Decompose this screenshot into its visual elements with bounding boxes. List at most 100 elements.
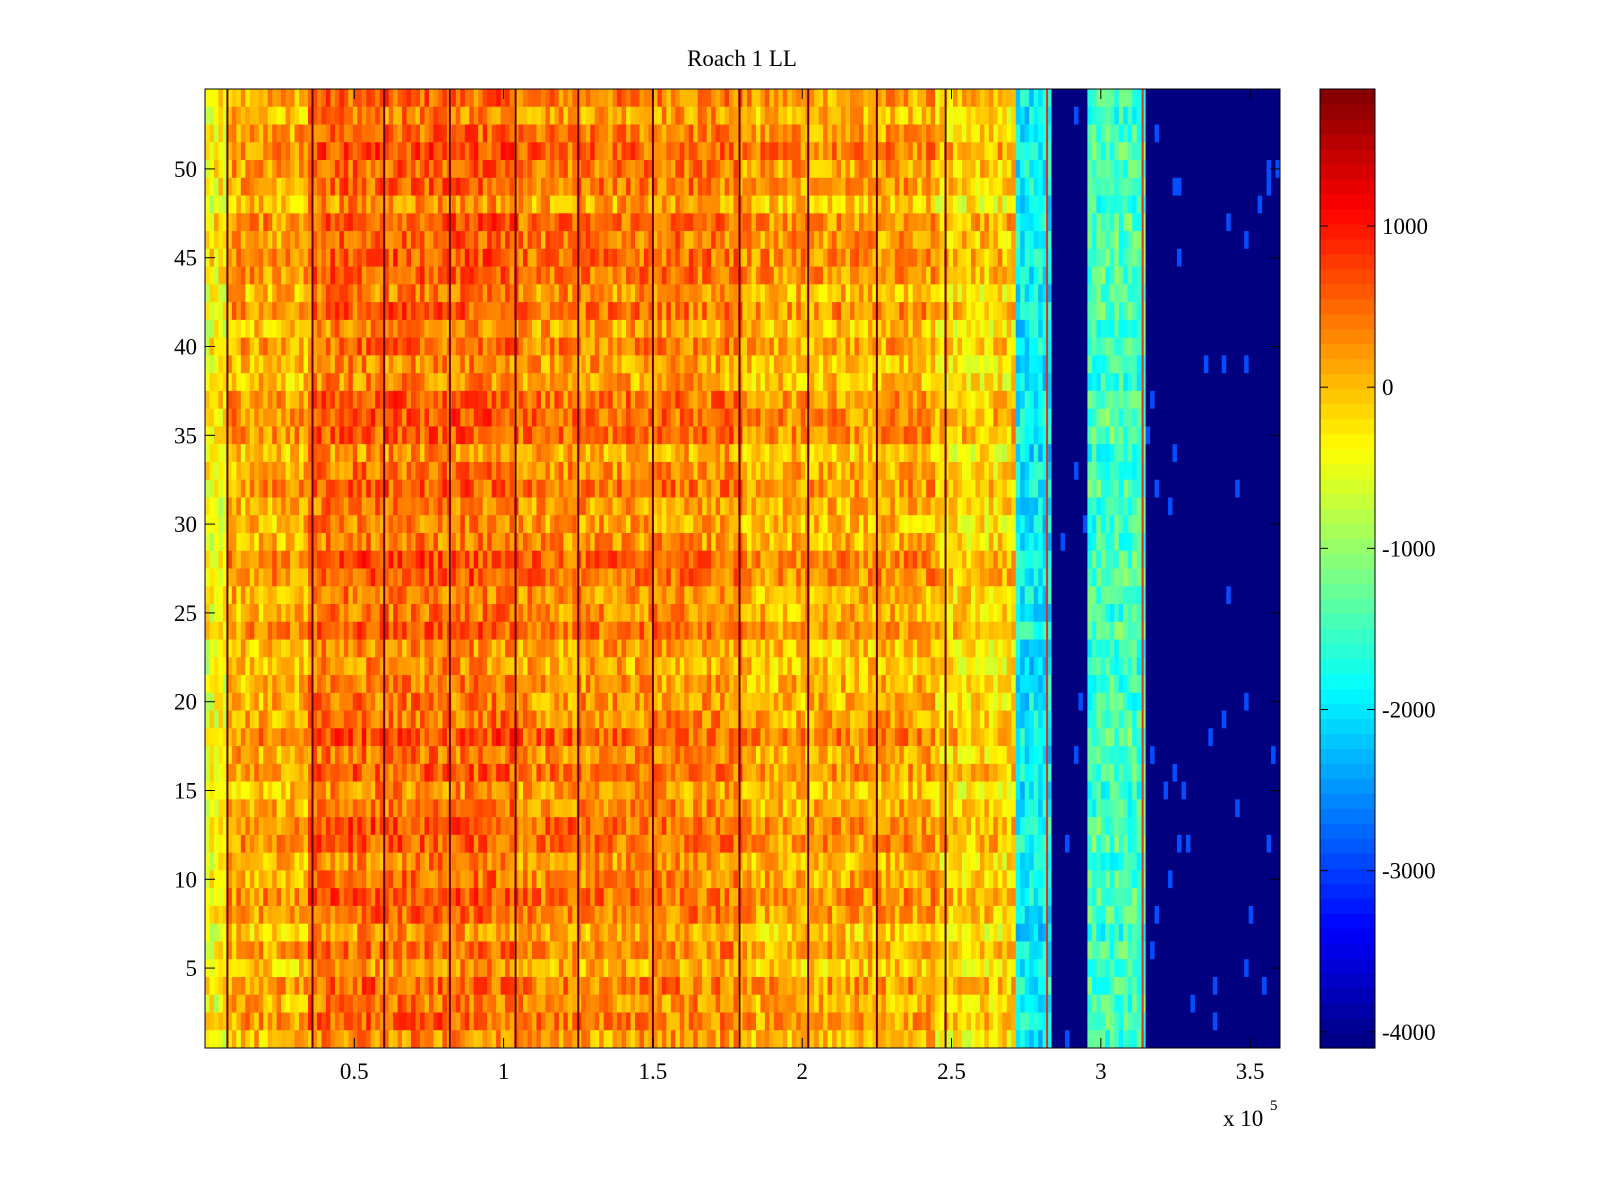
heatmap-cell	[657, 106, 663, 126]
heatmap-cell	[1248, 373, 1254, 392]
heatmap-cell	[863, 390, 869, 410]
heatmap-cell	[751, 444, 757, 463]
heatmap-cell	[867, 231, 873, 250]
heatmap-cell	[899, 426, 905, 445]
heatmap-cell	[1194, 408, 1200, 428]
heatmap-cell	[357, 124, 363, 143]
heatmap-cell	[285, 319, 291, 339]
heatmap-cell	[218, 319, 224, 339]
heatmap-cell	[791, 408, 797, 428]
heatmap-cell	[872, 444, 878, 463]
heatmap-cell	[679, 177, 685, 197]
heatmap-cell	[1163, 106, 1169, 126]
heatmap-cell	[643, 444, 650, 463]
heatmap-cell	[975, 231, 981, 250]
heatmap-cell	[1091, 426, 1097, 445]
heatmap-cell	[970, 89, 977, 108]
heatmap-cell	[1082, 373, 1088, 392]
heatmap-cell	[823, 373, 829, 392]
heatmap-cell	[420, 213, 426, 232]
heatmap-cell	[491, 248, 497, 268]
heatmap-cell	[688, 408, 694, 428]
heatmap-cell	[1257, 248, 1263, 268]
heatmap-cell	[428, 426, 435, 445]
heatmap-cell	[1194, 142, 1200, 161]
heatmap-cell	[379, 426, 385, 445]
heatmap-cell	[424, 266, 430, 285]
heatmap-cell	[249, 142, 255, 161]
heatmap-cell	[1033, 426, 1039, 445]
heatmap-cell	[308, 124, 314, 143]
heatmap-cell	[894, 337, 900, 356]
heatmap-cell	[693, 177, 699, 197]
heatmap-cell	[657, 355, 663, 374]
heatmap-cell	[988, 408, 994, 428]
heatmap-cell	[796, 106, 802, 126]
heatmap-cell	[648, 444, 654, 463]
heatmap-cell	[348, 177, 354, 197]
heatmap-cell	[321, 373, 327, 392]
heatmap-cell	[330, 177, 336, 197]
heatmap-cell	[213, 355, 220, 374]
heatmap-cell	[366, 195, 372, 214]
heatmap-cell	[890, 177, 896, 197]
heatmap-cell	[509, 248, 515, 268]
heatmap-cell	[1100, 213, 1106, 232]
heatmap-cell	[612, 231, 618, 250]
heatmap-cell	[957, 319, 963, 339]
heatmap-cell	[997, 124, 1003, 143]
heatmap-cell	[661, 213, 667, 232]
heatmap-cell	[769, 337, 775, 356]
heatmap-cell	[693, 408, 699, 428]
heatmap-cell	[652, 213, 658, 232]
heatmap-cell	[778, 195, 784, 214]
heatmap-cell	[1203, 213, 1209, 232]
heatmap-cell	[612, 302, 618, 321]
heatmap-cell	[1078, 319, 1084, 339]
heatmap-cell	[903, 213, 909, 232]
heatmap-cell	[1002, 124, 1008, 143]
heatmap-cell	[325, 284, 332, 303]
heatmap-cell	[231, 426, 237, 445]
heatmap-cell	[885, 373, 891, 392]
heatmap-cell	[209, 284, 215, 303]
heatmap-cell	[581, 142, 587, 161]
heatmap-cell	[917, 337, 923, 356]
heatmap-cell	[755, 302, 762, 321]
heatmap-cell	[738, 213, 744, 232]
heatmap-cell	[863, 444, 869, 463]
heatmap-cell	[1100, 302, 1106, 321]
heatmap-cell	[1015, 337, 1021, 356]
heatmap-cell	[1235, 142, 1241, 161]
heatmap-cell	[948, 213, 954, 232]
heatmap-cell	[661, 106, 667, 126]
heatmap-cell	[1042, 124, 1048, 143]
heatmap-cell	[1208, 89, 1214, 108]
heatmap-cell	[343, 319, 349, 339]
heatmap-cell	[518, 142, 524, 161]
heatmap-cell	[890, 444, 896, 463]
heatmap-cell	[661, 302, 667, 321]
heatmap-cell	[1275, 266, 1280, 285]
heatmap-cell	[917, 177, 923, 197]
heatmap-cell	[433, 426, 439, 445]
heatmap-cell	[921, 284, 927, 303]
heatmap-cell	[778, 408, 784, 428]
heatmap-cell	[1154, 373, 1160, 392]
heatmap-cell	[1145, 160, 1151, 179]
heatmap-cell	[1015, 142, 1021, 161]
heatmap-cell	[742, 177, 748, 197]
heatmap-cell	[921, 142, 927, 161]
heatmap-cell	[769, 319, 775, 339]
heatmap-cell	[527, 426, 533, 445]
heatmap-cell	[1087, 408, 1093, 428]
heatmap-cell	[626, 231, 632, 250]
heatmap-cell	[876, 231, 882, 250]
heatmap-cell	[473, 89, 479, 108]
heatmap-cell	[352, 408, 358, 428]
heatmap-cell	[1024, 373, 1030, 392]
heatmap-cell	[1208, 177, 1214, 197]
heatmap-cell	[1114, 142, 1120, 161]
heatmap-cell	[823, 142, 829, 161]
heatmap-cell	[1230, 302, 1236, 321]
